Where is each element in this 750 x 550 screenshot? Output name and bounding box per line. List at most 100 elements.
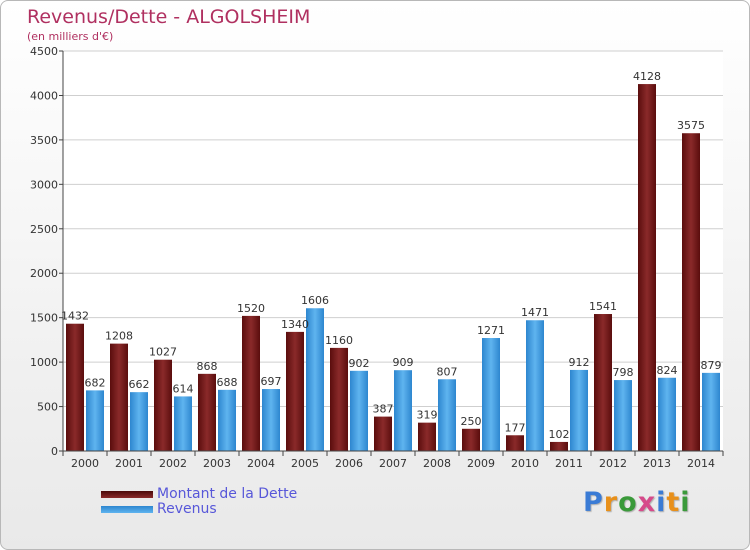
y-tick-label: 1500 — [30, 312, 58, 325]
logo-letter: i — [680, 487, 691, 518]
bar-debt — [286, 331, 304, 451]
bar-debt — [374, 416, 392, 451]
plot-area — [63, 51, 723, 451]
bar-debt — [66, 323, 84, 451]
value-label-debt: 387 — [373, 403, 394, 416]
bar-debt — [682, 133, 700, 451]
axes: 0 500 1000 1500 2000 2500 3000 3500 4000 4500 2000… — [30, 45, 724, 470]
value-label-revenus: 807 — [437, 365, 458, 378]
x-tick-label: 2011 — [555, 457, 583, 470]
bar-debt — [418, 422, 436, 451]
bar-revenus — [702, 372, 720, 451]
value-label-revenus: 688 — [217, 376, 238, 389]
value-label-revenus: 614 — [173, 382, 194, 395]
x-tick-label: 2006 — [335, 457, 363, 470]
bar-debt — [198, 373, 216, 451]
bar-revenus — [218, 389, 236, 451]
legend-swatch-revenus — [101, 506, 153, 513]
chart-subtitle: (en milliers d'€) — [27, 30, 114, 43]
value-label-revenus: 879 — [701, 359, 722, 372]
proxiti-logo: Proxiti — [583, 487, 691, 518]
value-label-revenus: 1271 — [477, 324, 505, 337]
grid-lines — [63, 50, 723, 451]
value-label-revenus: 662 — [129, 378, 150, 391]
logo-letter: i — [656, 487, 667, 518]
x-tick-label: 2012 — [599, 457, 627, 470]
value-label-debt: 1208 — [105, 330, 133, 343]
y-tick-label: 0 — [51, 445, 58, 458]
x-tick-label: 2005 — [291, 457, 319, 470]
value-label-revenus: 824 — [657, 364, 678, 377]
logo-letter: P — [583, 487, 604, 518]
logo-letter: t — [666, 487, 681, 518]
value-label-revenus: 902 — [349, 357, 370, 370]
value-label-revenus: 909 — [393, 356, 414, 369]
x-tick-label: 2001 — [115, 457, 143, 470]
bar-revenus — [482, 338, 500, 451]
bar-debt — [154, 359, 172, 451]
value-label-debt: 4128 — [633, 70, 661, 83]
value-label-debt: 250 — [461, 415, 482, 428]
bar-revenus — [306, 308, 324, 451]
x-tick-label: 2002 — [159, 457, 187, 470]
chart-title: Revenus/Dette - ALGOLSHEIM — [27, 6, 311, 28]
value-label-debt: 177 — [505, 421, 526, 434]
bar-revenus — [174, 396, 192, 451]
legend-label-revenus: Revenus — [157, 501, 217, 517]
value-label-debt: 1541 — [589, 300, 617, 313]
value-label-debt: 319 — [417, 409, 438, 422]
x-tick-label: 2009 — [467, 457, 495, 470]
bar-debt — [110, 343, 128, 451]
bar-revenus — [130, 392, 148, 451]
value-label-debt: 1340 — [281, 318, 309, 331]
x-tick-label: 2013 — [643, 457, 671, 470]
bar-debt — [594, 314, 612, 451]
x-tick-label: 2003 — [203, 457, 231, 470]
y-tick-label: 500 — [37, 401, 58, 414]
x-tick-label: 2007 — [379, 457, 407, 470]
x-tick-label: 2010 — [511, 457, 539, 470]
bar-revenus — [526, 320, 544, 451]
value-label-revenus: 1606 — [301, 294, 329, 307]
value-label-revenus: 697 — [261, 375, 282, 388]
bar-revenus — [614, 380, 632, 451]
bar-revenus — [86, 390, 104, 451]
y-tick-label: 2000 — [30, 267, 58, 280]
bar-debt — [638, 84, 656, 452]
value-label-debt: 1160 — [325, 334, 353, 347]
value-label-debt: 1027 — [149, 346, 177, 359]
bar-revenus — [394, 370, 412, 451]
bar-debt — [462, 428, 480, 451]
bar-debt — [242, 315, 260, 451]
x-tick-label: 2014 — [687, 457, 715, 470]
logo-letter: x — [637, 487, 657, 518]
logo-letter: o — [618, 487, 638, 518]
value-label-revenus: 1471 — [521, 306, 549, 319]
bar-revenus — [658, 377, 676, 451]
bar-debt — [506, 435, 524, 451]
value-label-debt: 1432 — [61, 310, 89, 323]
y-tick-label: 3000 — [30, 178, 58, 191]
y-tick-label: 2500 — [30, 223, 58, 236]
value-label-debt: 1520 — [237, 302, 265, 315]
y-tick-label: 4000 — [30, 89, 58, 102]
bar-revenus — [570, 369, 588, 451]
y-tick-label: 3500 — [30, 134, 58, 147]
y-tick-label: 1000 — [30, 356, 58, 369]
bar-revenus — [350, 370, 368, 451]
value-label-revenus: 798 — [613, 366, 634, 379]
value-label-debt: 3575 — [677, 119, 705, 132]
bar-revenus — [262, 389, 280, 451]
x-tick-label: 2004 — [247, 457, 275, 470]
value-label-revenus: 682 — [85, 376, 106, 389]
value-label-debt: 102 — [549, 428, 570, 441]
value-label-revenus: 912 — [569, 356, 590, 369]
y-tick-label: 4500 — [30, 45, 58, 58]
value-label-debt: 868 — [197, 360, 218, 373]
legend-swatch-debt — [101, 491, 153, 498]
x-tick-label: 2008 — [423, 457, 451, 470]
legend-label-debt: Montant de la Dette — [157, 486, 298, 502]
